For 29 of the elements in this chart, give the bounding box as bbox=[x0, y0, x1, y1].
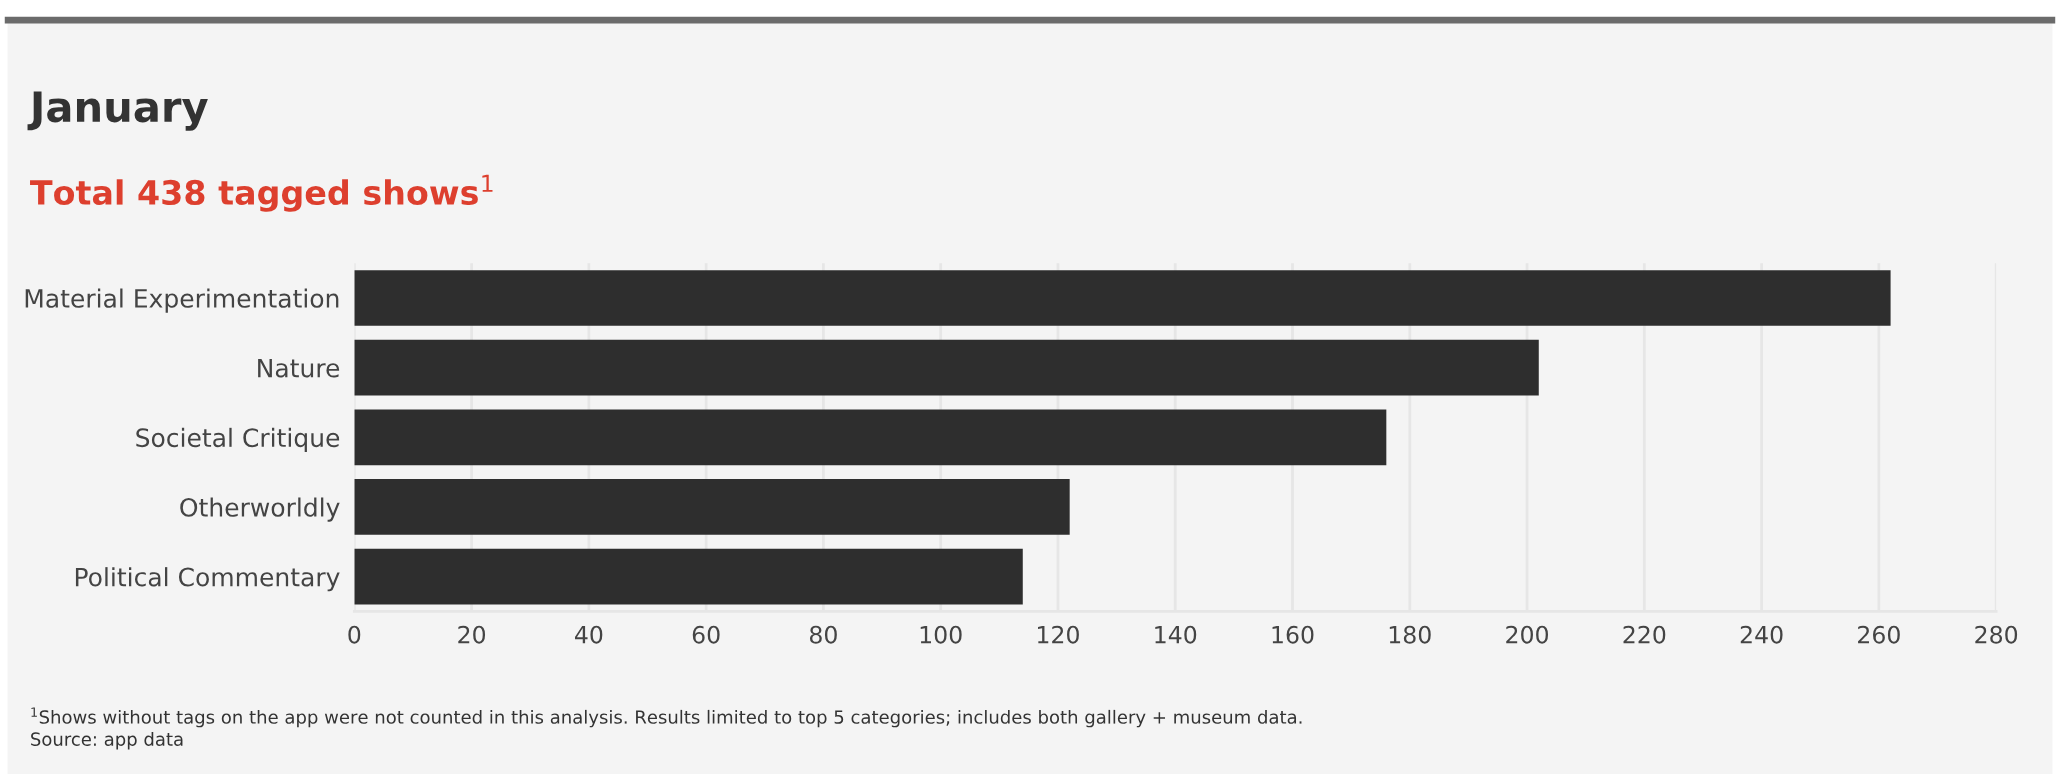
bar bbox=[354, 548, 1023, 605]
x-tick-label: 220 bbox=[1623, 625, 1666, 644]
y-tick-label: Political Commentary bbox=[75, 567, 340, 592]
x-tick-label: 40 bbox=[575, 625, 603, 644]
y-tick-label: Otherworldly bbox=[180, 497, 340, 522]
bar bbox=[354, 409, 1387, 466]
x-tick-label: 20 bbox=[458, 625, 486, 644]
x-tick-label: 80 bbox=[809, 625, 837, 644]
x-tick-label: 140 bbox=[1155, 625, 1197, 644]
x-tick-label: 100 bbox=[920, 625, 962, 644]
x-tick-label: 160 bbox=[1272, 625, 1314, 644]
x-tick-label: 200 bbox=[1506, 625, 1549, 644]
x-tick-label: 260 bbox=[1858, 625, 1900, 644]
x-tick-label: 120 bbox=[1038, 625, 1079, 644]
chart-title: January bbox=[27, 91, 208, 131]
y-tick-label: Material Experimentation bbox=[25, 288, 339, 313]
text: $^{1}$Shows without tags on the app were not counted in this analysis. Results limited to top 5 categories; includes both gallery + museum data. bbox=[31, 707, 1302, 728]
x-tick-label: 280 bbox=[1975, 625, 2018, 644]
y-tick-label: Nature bbox=[258, 358, 340, 378]
x-tick-label: 60 bbox=[692, 625, 720, 644]
x-tick-label: 240 bbox=[1740, 625, 1783, 644]
source-note: Source: app data bbox=[31, 731, 183, 750]
chart-subtitle: Total 438 tagged shows$^{1}$ bbox=[30, 174, 493, 212]
x-tick-label: 0 bbox=[348, 625, 361, 644]
y-tick-label: Societal Critique bbox=[136, 427, 340, 453]
x-tick-label: 180 bbox=[1389, 625, 1431, 644]
bar bbox=[354, 479, 1070, 535]
bar bbox=[354, 339, 1539, 396]
bar bbox=[354, 270, 1891, 326]
